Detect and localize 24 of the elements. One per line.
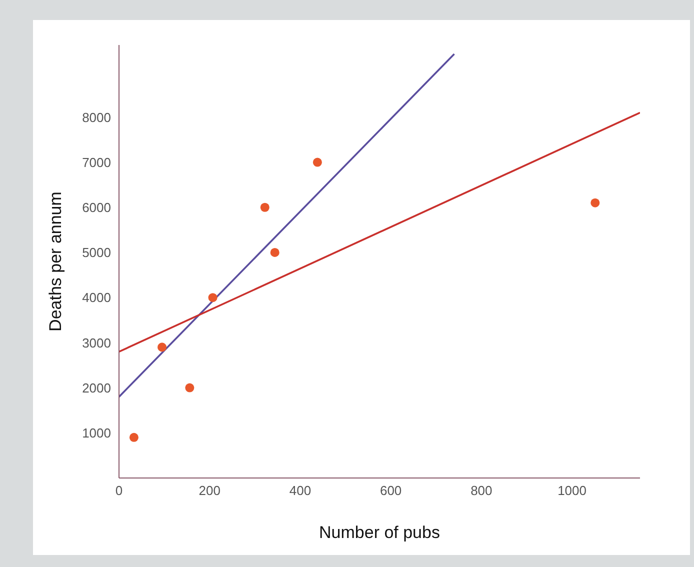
point [590, 198, 600, 208]
x-tick-label: 0 [115, 483, 123, 498]
y-tick-label: 2000 [82, 380, 111, 396]
x-tick-label: 1000 [558, 483, 587, 498]
y-tick-label: 4000 [82, 290, 111, 306]
x-tick-label: 600 [380, 483, 402, 498]
point [312, 158, 322, 167]
y-tick-label: 3000 [82, 335, 111, 350]
point [185, 383, 194, 392]
x-tick-label: 200 [198, 483, 220, 498]
point [129, 432, 138, 442]
x-axis-title: Number of pubs [319, 523, 440, 542]
point [270, 248, 280, 257]
y-tick-label: 7000 [82, 154, 111, 170]
y-tick-label: 1000 [82, 426, 111, 441]
point [260, 202, 270, 212]
y-tick-label: 5000 [82, 245, 111, 260]
point [208, 293, 218, 302]
point [158, 342, 167, 352]
y-tick-label: 6000 [82, 200, 111, 215]
y-tick-label: 8000 [82, 110, 111, 125]
x-tick-label: 400 [289, 483, 312, 498]
y-axis-title: Deaths per annum [46, 192, 66, 332]
x-tick-label: 800 [470, 483, 492, 498]
